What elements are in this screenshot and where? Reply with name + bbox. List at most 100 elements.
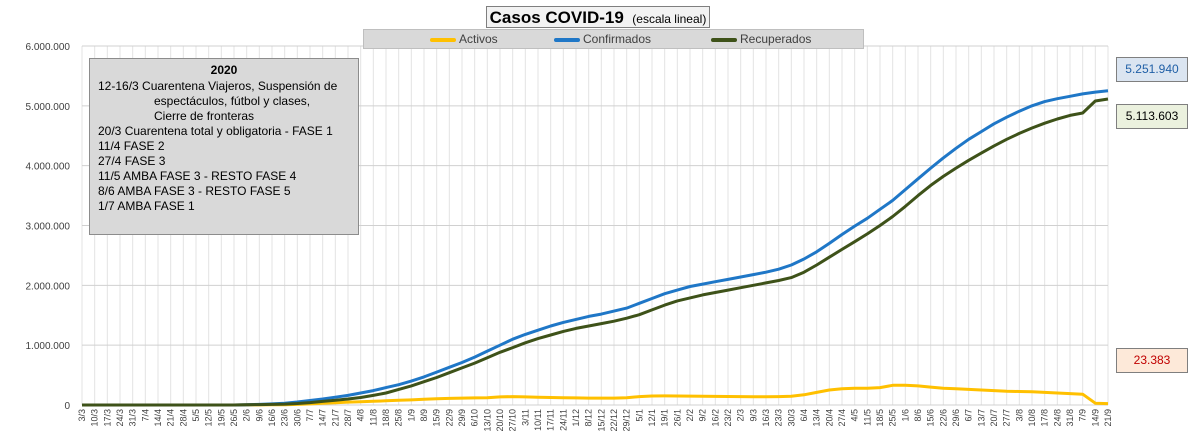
x-tick-label: 13/7	[976, 409, 986, 427]
x-tick-label: 17/3	[102, 409, 112, 427]
x-tick-label: 29/12	[622, 409, 632, 432]
x-tick-label: 13/10	[482, 409, 492, 432]
x-tick-label: 25/5	[888, 409, 898, 427]
chart-title: Casos COVID-19	[489, 8, 624, 27]
x-tick-label: 19/5	[216, 409, 226, 427]
chart-series	[82, 89, 1109, 407]
x-tick-label: 31/8	[1065, 409, 1075, 427]
legend-item-activos: Activos	[430, 32, 498, 46]
x-tick-label: 5/5	[191, 409, 201, 422]
x-tick-label: 11/8	[368, 409, 378, 426]
y-tick-label: 4.000.000	[26, 162, 71, 173]
y-tick-label: 2.000.000	[26, 281, 71, 292]
chart-title-box: Casos COVID-19 (escala lineal)	[486, 6, 710, 28]
note-line: 11/4 FASE 2	[98, 139, 165, 153]
legend-swatch-recuperados	[711, 37, 737, 42]
x-tick-label: 20/4	[824, 409, 834, 427]
callout-confirmados: 5.251.940	[1116, 57, 1188, 82]
y-tick-label: 5.000.000	[26, 102, 71, 113]
x-tick-label: 3/8	[1014, 409, 1024, 422]
note-line: 1/7 AMBA FASE 1	[98, 199, 195, 213]
x-tick-label: 24/11	[558, 409, 568, 431]
x-tick-label: 30/6	[292, 409, 302, 427]
x-tick-label: 24/3	[115, 409, 125, 427]
legend-swatch-confirmados	[554, 37, 580, 42]
x-tick-label: 10/11	[533, 409, 543, 431]
x-tick-label: 26/1	[672, 409, 682, 427]
x-tick-label: 2/6	[242, 409, 252, 422]
x-tick-label: 18/8	[381, 409, 391, 427]
x-tick-label: 29/9	[457, 409, 467, 427]
x-tick-label: 23/6	[280, 409, 290, 427]
x-tick-label: 26/5	[229, 409, 239, 427]
x-tick-label: 20/10	[495, 409, 505, 432]
callout-activos: 23.383	[1116, 348, 1188, 373]
x-tick-label: 9/2	[698, 409, 708, 422]
callout-recuperados: 5.113.603	[1116, 104, 1188, 129]
x-tick-label: 7/4	[140, 409, 150, 422]
x-tick-label: 13/4	[812, 409, 822, 427]
x-tick-label: 22/6	[938, 409, 948, 427]
x-tick-label: 10/3	[90, 409, 100, 427]
note-line: 27/4 FASE 3	[98, 154, 166, 168]
x-tick-label: 29/6	[951, 409, 961, 427]
legend-item-recuperados: Recuperados	[711, 32, 811, 46]
x-tick-label: 8/12	[584, 409, 594, 427]
x-tick-label: 30/3	[786, 409, 796, 427]
series-line-recuperados	[82, 97, 1109, 407]
x-tick-label: 23/2	[723, 409, 733, 427]
x-tick-label: 24/8	[1052, 409, 1062, 427]
x-axis-ticks: 3/3 10/3 17/3 24/3 31/3 7/4 14/4 21/4 28/4 5/5 12/…	[77, 409, 1113, 432]
y-tick-label: 1.000.000	[26, 341, 71, 352]
legend-label-recuperados: Recuperados	[740, 32, 812, 46]
x-tick-label: 4/5	[850, 409, 860, 422]
y-tick-label: 6.000.000	[26, 42, 71, 53]
y-axis-ticks: 0 1.000.000 2.000.000 3.000.000 4.000.000 5.0…	[26, 42, 71, 412]
chart-legend: Activos Confirmados Recuperados	[363, 29, 864, 49]
x-tick-label: 2/2	[685, 409, 695, 422]
x-tick-label: 7/9	[1078, 409, 1088, 422]
x-tick-label: 21/4	[166, 409, 176, 427]
note-line: espectáculos, fútbol y clases,	[154, 94, 311, 108]
legend-swatch-activos	[430, 37, 456, 42]
x-tick-label: 6/10	[470, 409, 480, 427]
x-tick-label: 17/8	[1040, 409, 1050, 427]
x-tick-label: 14/4	[153, 409, 163, 427]
x-tick-label: 14/7	[318, 409, 328, 427]
x-tick-label: 27/7	[1002, 409, 1012, 427]
x-tick-label: 3/3	[77, 409, 87, 422]
x-tick-label: 17/11	[546, 409, 556, 431]
x-tick-label: 5/1	[634, 409, 644, 422]
x-tick-label: 27/10	[508, 409, 518, 432]
x-tick-label: 8/9	[419, 409, 429, 422]
note-line: 11/5 AMBA FASE 3 - RESTO FASE 4	[98, 169, 297, 183]
x-tick-label: 20/7	[989, 409, 999, 427]
x-tick-label: 31/3	[128, 409, 138, 427]
x-tick-label: 6/4	[799, 409, 809, 422]
x-tick-label: 2/3	[736, 409, 746, 422]
note-line: Cierre de fronteras	[154, 109, 255, 123]
x-tick-label: 23/3	[774, 409, 784, 427]
x-tick-label: 16/2	[710, 409, 720, 427]
x-tick-label: 12/5	[204, 409, 214, 427]
note-line: 20/3 Cuarentena total y obligatoria - FA…	[98, 124, 333, 138]
x-tick-label: 28/7	[343, 409, 353, 427]
note-line: 8/6 AMBA FASE 3 - RESTO FASE 5	[98, 184, 291, 198]
x-tick-label: 1/12	[571, 409, 581, 427]
x-tick-label: 21/7	[330, 409, 340, 427]
x-tick-label: 28/4	[178, 409, 188, 427]
legend-label-confirmados: Confirmados	[583, 32, 652, 46]
x-tick-label: 16/6	[267, 409, 277, 427]
x-tick-label: 22/12	[609, 409, 619, 432]
x-tick-label: 6/7	[964, 409, 974, 422]
notes-box: 2020 12-16/3 Cuarentena Viajeros, Suspen…	[89, 58, 359, 235]
x-tick-label: 12/1	[647, 409, 657, 427]
x-tick-label: 8/6	[913, 409, 923, 422]
y-tick-label: 0	[64, 401, 70, 412]
x-tick-label: 4/8	[356, 409, 366, 422]
notes-year: 2020	[210, 63, 238, 77]
x-tick-label: 16/3	[761, 409, 771, 427]
x-tick-label: 27/4	[837, 409, 847, 427]
x-tick-label: 10/8	[1027, 409, 1037, 427]
x-tick-label: 11/5	[862, 409, 872, 426]
